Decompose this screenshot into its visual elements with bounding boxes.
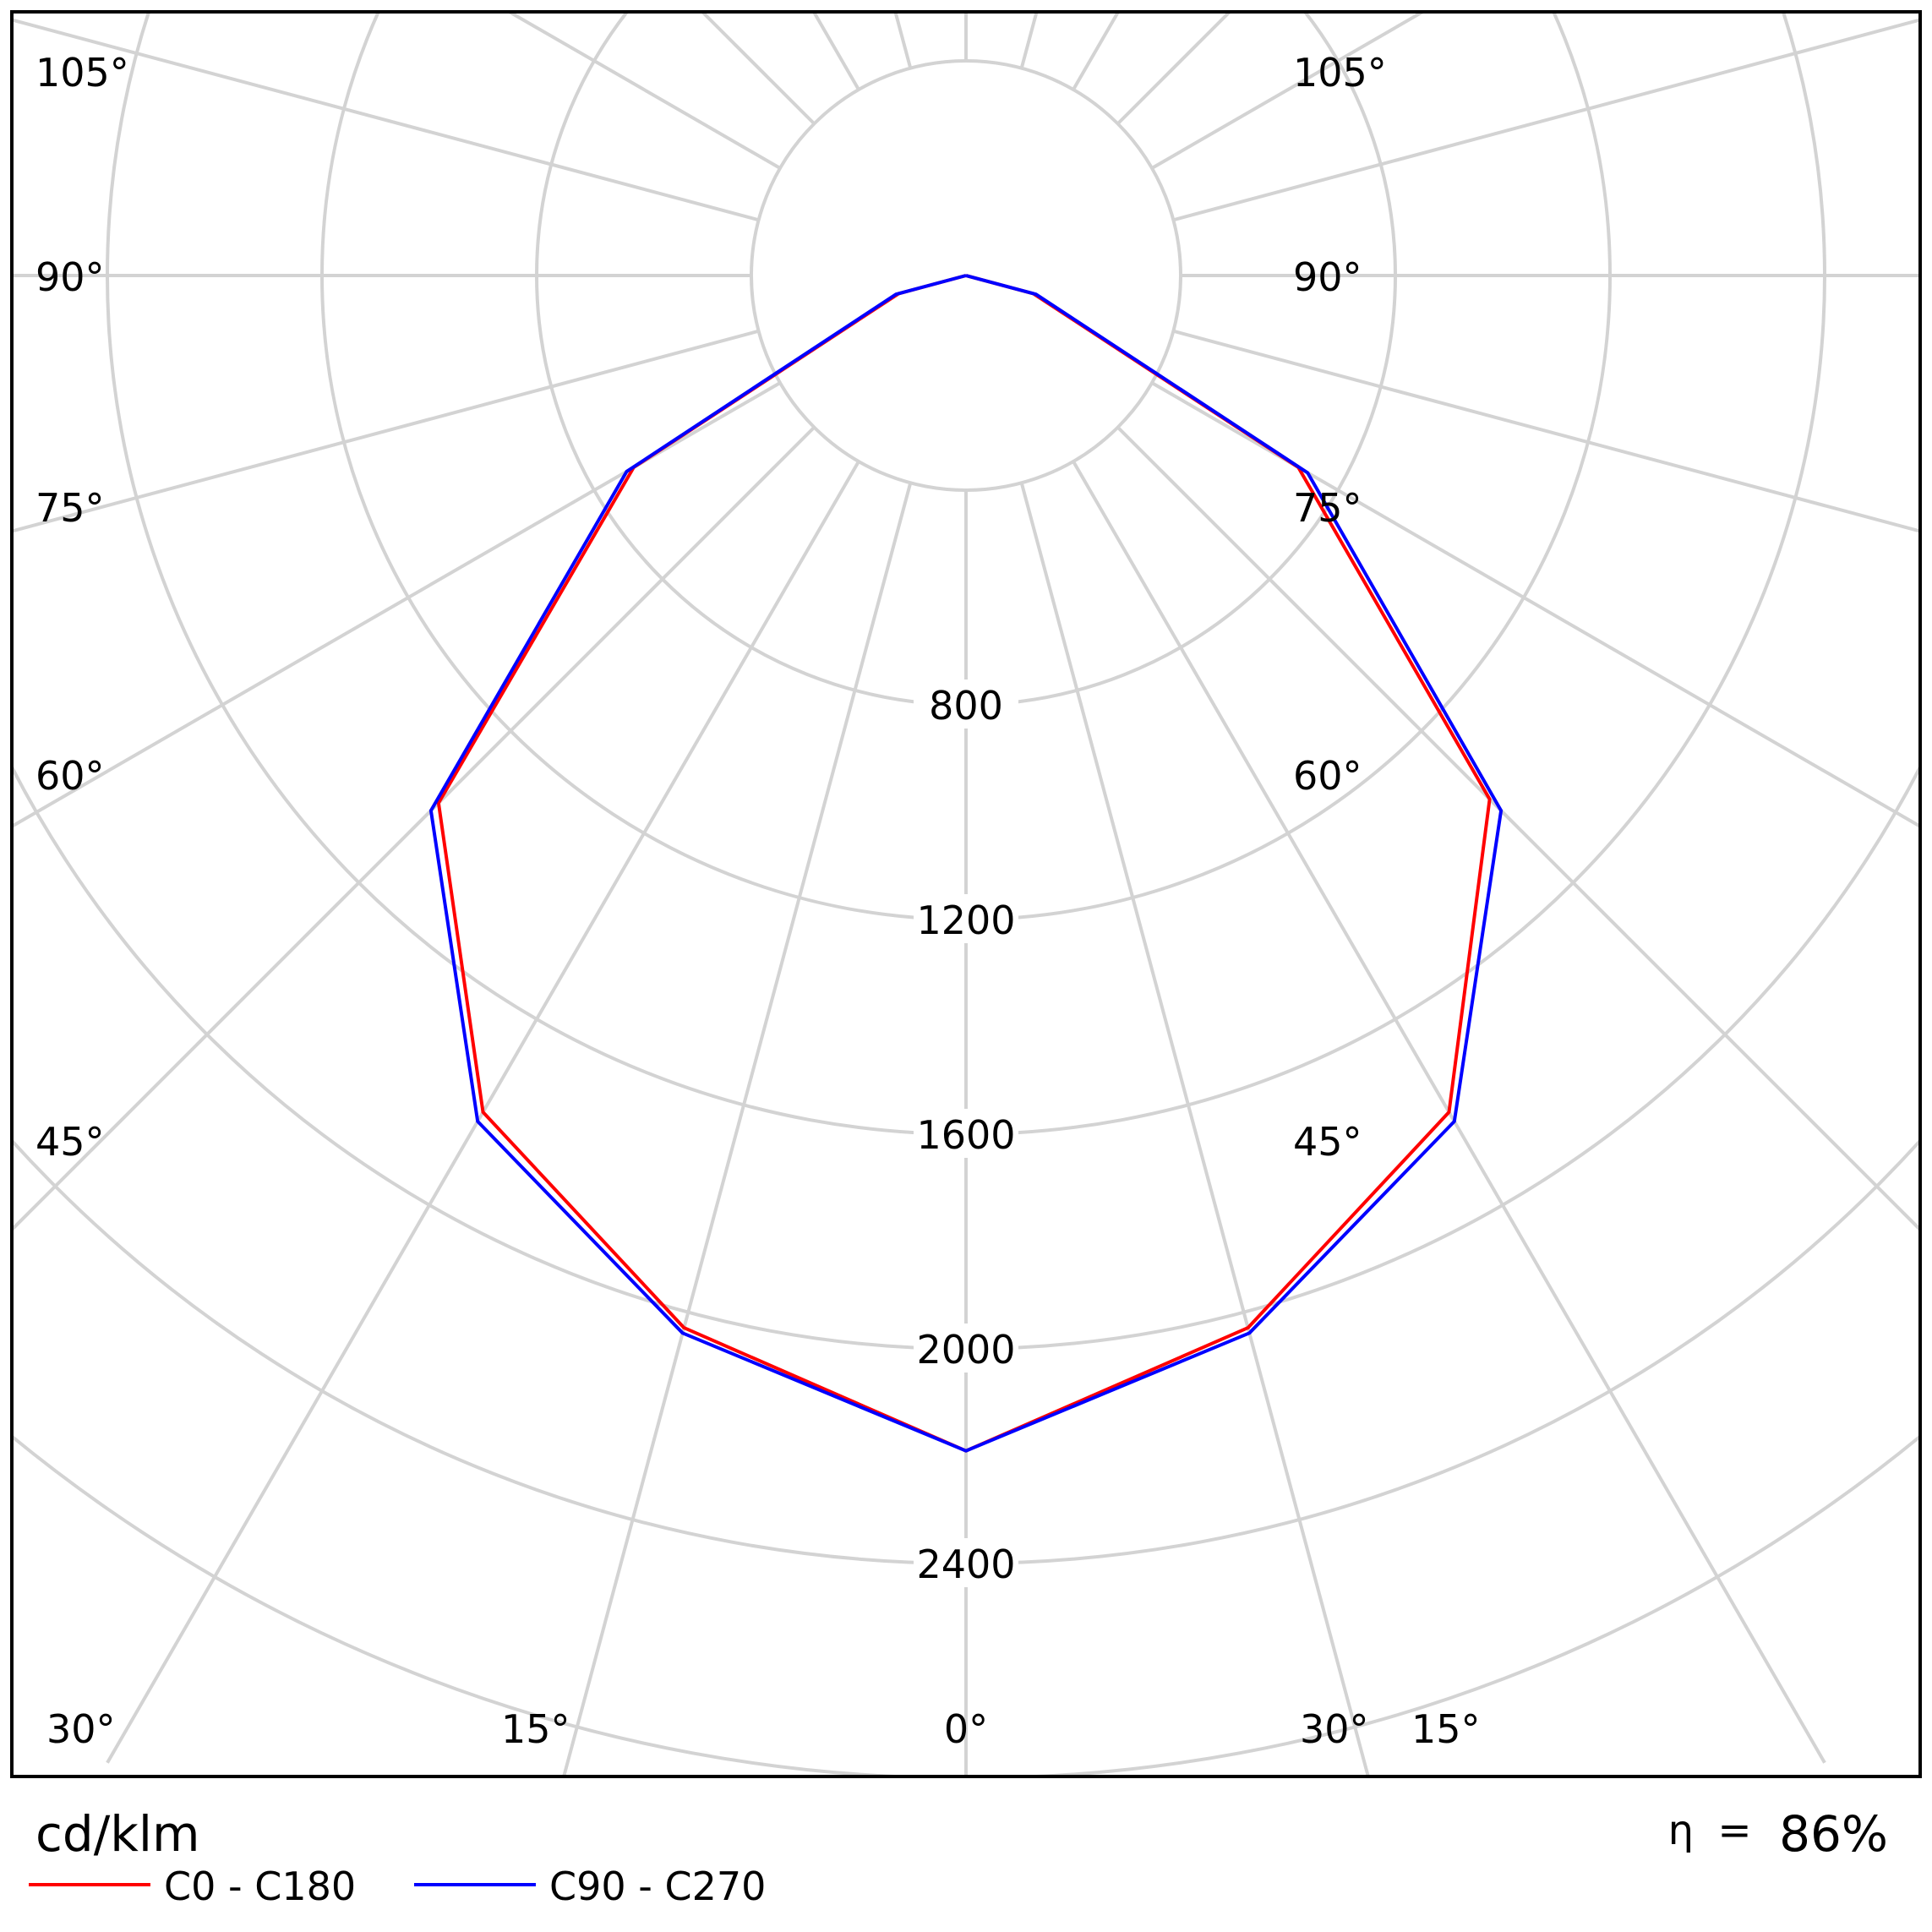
angle-label-left: 60°: [35, 753, 105, 799]
grid-spoke: [1116, 426, 1920, 1232]
grid-spoke: [1150, 381, 1920, 829]
grid-spoke: [12, 381, 782, 829]
legend: C0 - C180 C90 - C270: [29, 1864, 766, 1909]
angle-label-right: 15°: [1411, 1706, 1481, 1752]
angle-label-right: 60°: [1293, 753, 1362, 799]
angle-label-right: 105°: [1293, 50, 1387, 96]
radial-tick-label: 800: [929, 683, 1003, 729]
grid-spoke: [1150, 12, 1427, 170]
tick-label-bg: [914, 679, 1018, 729]
legend-label-c90: C90 - C270: [549, 1864, 766, 1909]
angle-label-left: 75°: [35, 485, 105, 531]
efficiency-label: η = 86%: [1668, 1798, 1888, 1863]
grid-spoke: [562, 482, 913, 1776]
grid-spoke: [1172, 18, 1920, 222]
tick-label-bg: [914, 1538, 1018, 1587]
angle-label-left: 45°: [35, 1119, 105, 1165]
radial-tick-label: 1200: [916, 898, 1015, 943]
angle-label-left: 15°: [501, 1706, 570, 1752]
grid-spoke: [505, 12, 782, 170]
radial-tick-label: 2000: [916, 1327, 1015, 1373]
radial-tick-label: 2400: [916, 1542, 1015, 1587]
plot-border: [10, 10, 1922, 1778]
angle-label-right: 75°: [1293, 485, 1362, 531]
angle-label-left: 105°: [35, 50, 129, 96]
tick-label-bg: [914, 894, 1018, 943]
eta-value: 86%: [1779, 1805, 1888, 1863]
tick-label-bg: [914, 1323, 1018, 1373]
grid-spoke: [12, 18, 760, 222]
unit-label: cd/klm: [35, 1805, 199, 1863]
angle-label-right: 30°: [1300, 1706, 1369, 1752]
eta-symbol: η: [1668, 1807, 1694, 1854]
axis-labels: 800 1200 1600 2000 2400 105° 105° 90° 90° 75° 75° 6…: [35, 50, 1481, 1752]
grid-spoke: [1172, 329, 1920, 533]
eta-equals: =: [1717, 1807, 1751, 1854]
tick-label-bg: [914, 1109, 1018, 1158]
legend-label-c0: C0 - C180: [164, 1864, 356, 1909]
grid-spoke: [12, 329, 760, 533]
angle-label-center: 0°: [944, 1706, 988, 1752]
angle-label-right: 45°: [1293, 1119, 1362, 1165]
intensity-curves: [428, 274, 1504, 1453]
grid-spoke: [12, 426, 816, 1232]
grid-spoke: [1019, 482, 1370, 1776]
radial-tick-label: 1600: [916, 1112, 1015, 1158]
angle-label-right: 90°: [1293, 254, 1362, 300]
angle-label-left: 30°: [46, 1706, 116, 1752]
angle-label-left: 90°: [35, 254, 105, 300]
